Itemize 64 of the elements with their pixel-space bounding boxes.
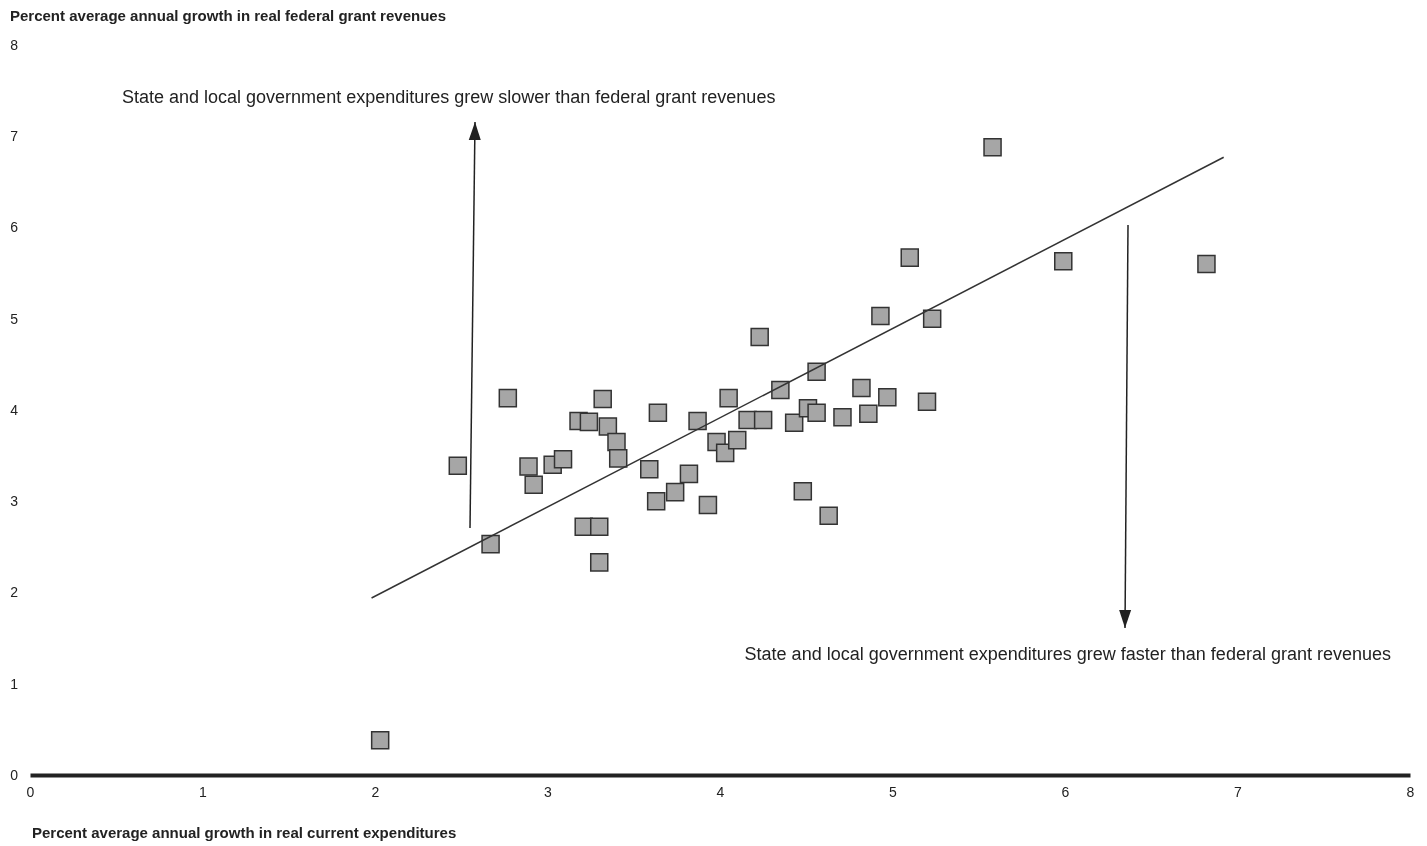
y-tick-label: 4 bbox=[10, 401, 19, 418]
point bbox=[608, 449, 628, 468]
y-axis-title: Percent average annual growth in real federal grant revenues bbox=[10, 7, 446, 24]
point bbox=[1054, 252, 1073, 271]
point bbox=[598, 417, 618, 436]
point bbox=[646, 491, 666, 511]
point bbox=[852, 378, 871, 398]
point bbox=[448, 456, 468, 475]
point bbox=[579, 412, 599, 432]
x-tick-label: 7 bbox=[1234, 783, 1243, 800]
x-tick-label: 8 bbox=[1406, 783, 1415, 800]
point bbox=[698, 495, 718, 515]
point bbox=[589, 517, 609, 537]
y-tick-label: 6 bbox=[10, 219, 19, 236]
annotation: State and local government expenditures grew slower than federal grant revenues bbox=[122, 87, 776, 107]
x-tick-label: 4 bbox=[716, 783, 725, 800]
point bbox=[859, 404, 878, 423]
point bbox=[983, 137, 1002, 157]
point bbox=[807, 403, 826, 422]
point bbox=[871, 306, 890, 326]
annotation: State and local government expenditures grew faster than federal grant revenues bbox=[744, 644, 1391, 664]
point bbox=[688, 411, 707, 431]
x-tick-label: 2 bbox=[371, 783, 380, 800]
point bbox=[589, 553, 609, 572]
point bbox=[753, 410, 773, 430]
point bbox=[640, 460, 659, 479]
y-tick-label: 2 bbox=[10, 584, 19, 601]
point bbox=[553, 450, 573, 469]
point bbox=[481, 534, 500, 554]
x-tick-label: 3 bbox=[544, 783, 553, 800]
point bbox=[750, 327, 769, 347]
x-tick-label: 6 bbox=[1061, 783, 1070, 800]
point bbox=[648, 403, 668, 422]
point bbox=[1197, 254, 1216, 274]
point bbox=[833, 408, 852, 427]
point bbox=[807, 362, 826, 381]
x-tick-label: 5 bbox=[889, 783, 898, 800]
point bbox=[793, 481, 813, 501]
point bbox=[524, 475, 543, 495]
point bbox=[679, 464, 699, 484]
point bbox=[519, 457, 538, 476]
point bbox=[878, 387, 897, 407]
y-tick-label: 1 bbox=[10, 675, 19, 692]
point bbox=[917, 392, 937, 412]
y-tick-label: 8 bbox=[10, 36, 19, 53]
x-tick-label: 1 bbox=[199, 783, 208, 800]
point bbox=[784, 413, 804, 433]
point bbox=[819, 506, 838, 526]
point bbox=[498, 388, 518, 408]
x-tick-label: 0 bbox=[26, 783, 35, 800]
point bbox=[727, 430, 747, 450]
point bbox=[771, 380, 790, 400]
y-tick-label: 3 bbox=[10, 493, 19, 510]
point bbox=[900, 248, 920, 267]
y-tick-label: 7 bbox=[10, 128, 19, 145]
point bbox=[607, 432, 626, 452]
point bbox=[719, 388, 738, 408]
point bbox=[370, 731, 390, 750]
point bbox=[922, 309, 942, 329]
y-tick-label: 0 bbox=[10, 766, 19, 783]
point bbox=[665, 482, 685, 502]
x-axis-title: Percent average annual growth in real current expenditures bbox=[32, 824, 457, 841]
point bbox=[593, 389, 612, 409]
y-tick-label: 5 bbox=[10, 310, 19, 327]
